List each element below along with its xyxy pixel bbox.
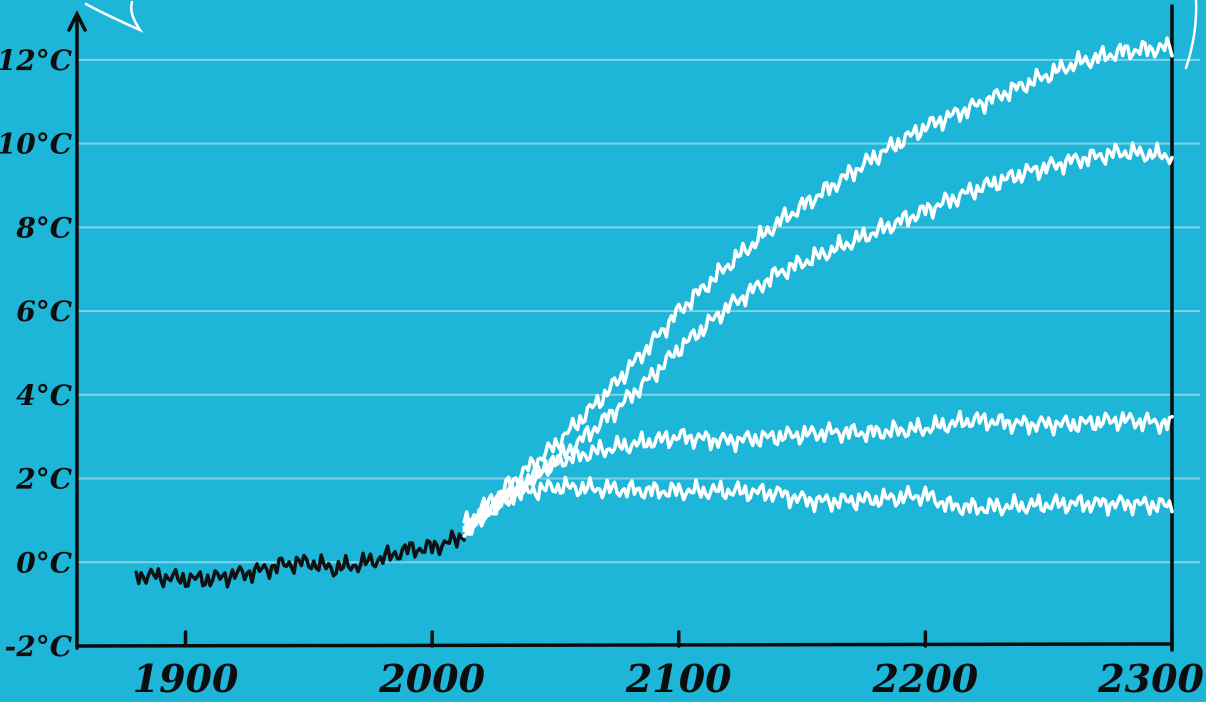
x-tick-label: 2100 <box>625 656 732 701</box>
y-tick-label: 12°C <box>0 44 73 77</box>
series-line-4 <box>462 409 1174 538</box>
x-tick-label: 2300 <box>1097 656 1204 701</box>
y-tick-label: 0°C <box>16 546 72 579</box>
series-line-3 <box>462 141 1174 536</box>
series-line-5 <box>462 475 1174 536</box>
axes <box>67 4 1174 652</box>
y-tick-label: 4°C <box>16 379 72 412</box>
y-tick-label: 2°C <box>15 463 72 496</box>
y-tick-label: 6°C <box>16 295 72 328</box>
y-tick-label: 8°C <box>15 211 72 244</box>
x-tick-label: 2200 <box>871 656 978 701</box>
y-ticks: 12°C 10°C 8°C 6°C 4°C 2°C 0°C -2°C <box>0 44 73 663</box>
series-line-2 <box>462 36 1174 527</box>
x-tick-label: 2000 <box>378 656 485 701</box>
deco-stroke-top <box>84 0 144 33</box>
x-ticks: 1900 2000 2100 2200 2300 <box>133 630 1205 701</box>
series-lines <box>134 36 1174 589</box>
decorative-strokes <box>84 0 1198 70</box>
x-axis-line <box>75 642 1174 648</box>
y-tick-label: -2°C <box>5 630 73 663</box>
deco-stroke-right-top <box>1184 0 1198 70</box>
series-line-1 <box>134 529 466 589</box>
y-axis-arrow <box>67 10 87 32</box>
x-tick-label: 1900 <box>133 656 239 701</box>
y-tick-label: 10°C <box>0 128 73 161</box>
